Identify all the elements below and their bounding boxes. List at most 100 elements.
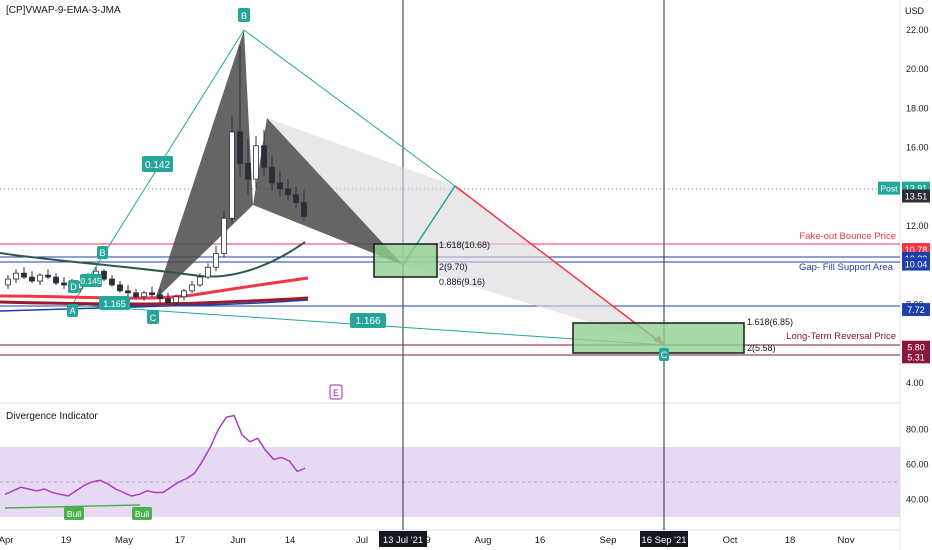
candle (149, 286, 155, 297)
svg-text:C: C (150, 313, 157, 323)
target-box-2 (572, 322, 745, 354)
svg-text:Bull: Bull (135, 509, 149, 519)
point-c-projected[interactable]: C (659, 348, 669, 361)
ticker-label: [CP]VWAP-9-EMA-3-JMA (6, 5, 121, 16)
candle (221, 210, 227, 258)
svg-text:May: May (115, 535, 133, 546)
candle (253, 135, 259, 189)
candle (61, 277, 67, 289)
candle (141, 290, 147, 301)
price-tag-value: 10.04 (905, 260, 928, 270)
svg-text:Jun: Jun (230, 535, 245, 546)
x-tick: May (115, 535, 133, 546)
divergence-title: Divergence Indicator (6, 411, 98, 422)
ratio-1166[interactable]: 1.166 (350, 313, 386, 328)
harmonic-bcd (253, 118, 403, 265)
point-d-left[interactable]: D (68, 280, 79, 293)
price-tag-value: 7.72 (907, 305, 925, 315)
ratio-1165[interactable]: 1.165 (99, 296, 130, 310)
price-tag-value: 13.91 (905, 184, 928, 194)
svg-text:18: 18 (785, 535, 796, 546)
svg-text:17: 17 (175, 535, 186, 546)
y-tick: 12.00 (906, 221, 929, 231)
ratio-0145[interactable]: 0.145 (80, 274, 102, 287)
candle (269, 155, 275, 191)
svg-text:14: 14 (285, 535, 296, 546)
svg-text:B: B (99, 248, 105, 258)
svg-text:Oct: Oct (723, 535, 738, 546)
point-b-small[interactable]: B (97, 246, 108, 259)
svg-text:9: 9 (425, 535, 430, 546)
candle (181, 288, 187, 301)
candle (5, 275, 11, 289)
svg-text:D: D (70, 282, 77, 292)
divergence-line (4, 504, 141, 509)
price-tag-value: 10.78 (905, 245, 928, 255)
svg-text:E: E (333, 388, 339, 398)
point-a[interactable]: A (67, 304, 78, 317)
candle (13, 269, 19, 283)
y-tick: 18.00 (906, 103, 929, 113)
svg-text:Aug: Aug (475, 535, 492, 546)
bull-label-2[interactable]: Bull (132, 507, 152, 520)
candle (21, 267, 27, 280)
x-tick: 14 (285, 535, 296, 546)
point-b[interactable]: B (238, 8, 250, 22)
price-tag: 13.51 (902, 189, 930, 203)
label-1618-6: 1.618(6.85) (747, 317, 793, 327)
candle (29, 271, 35, 283)
currency-label: USD (905, 6, 925, 16)
candle (301, 190, 307, 221)
x-tick: 13 Jul '21 (379, 531, 427, 547)
label-2-970: 2(9.70) (439, 262, 468, 272)
candle (45, 269, 51, 280)
label-0886: 0.886(9.16) (439, 277, 485, 287)
ma-navy (0, 299, 309, 312)
x-tick: 19 (61, 535, 72, 546)
price-tag-text: Post (880, 184, 898, 194)
candle (237, 45, 243, 178)
svg-text:0.142: 0.142 (145, 160, 170, 171)
svg-text:Jul: Jul (356, 535, 368, 546)
point-c[interactable]: C (147, 310, 159, 324)
candle (293, 186, 299, 209)
bull-label-1[interactable]: Bull (64, 507, 84, 520)
time-axis[interactable]: Apr 19 May 17 Jun 14 Jul 13 Jul '21 9 Aug 16 Sep 16 … (0, 531, 855, 547)
svg-text:A: A (69, 306, 75, 316)
svg-text:Bull: Bull (67, 509, 81, 519)
ma-red (0, 276, 309, 300)
candle (245, 137, 251, 195)
candle (53, 273, 59, 285)
price-tag-value: 13.51 (905, 191, 928, 201)
price-tags: 13.91Post13.5110.7810.3310.047.725.805.3… (878, 181, 930, 364)
x-tick: 17 (175, 535, 186, 546)
svg-text:13 Jul '21: 13 Jul '21 (383, 535, 423, 546)
x-tick: Jul (356, 535, 368, 546)
svg-text:Sep: Sep (600, 535, 617, 546)
price-tag-value: 5.31 (907, 352, 925, 362)
projection-arrow-down (454, 185, 665, 346)
event-marker-e[interactable]: E (329, 384, 343, 400)
label-fakeout: Fake-out Bounce Price (799, 231, 896, 242)
candle (277, 171, 283, 197)
price-tag: 5.31 (902, 350, 930, 364)
candle (261, 130, 267, 176)
candle (197, 273, 203, 287)
price-tag: 7.72 (902, 303, 930, 317)
svg-text:16: 16 (535, 535, 546, 546)
oscillator-line (4, 414, 306, 497)
y-tick: 4.00 (906, 378, 924, 388)
ma-dark-green (0, 241, 306, 278)
osc-tick: 80.00 (906, 425, 929, 435)
svg-text:0.145: 0.145 (80, 276, 102, 286)
candle (133, 288, 139, 299)
svg-text:Nov: Nov (838, 535, 855, 546)
y-tick: 20.00 (906, 64, 929, 74)
x-tick: Sep (600, 535, 617, 546)
harmonic-xab (155, 30, 253, 300)
candles (5, 45, 307, 307)
ratio-0142[interactable]: 0.142 (142, 156, 173, 172)
label-2-558: 2(5.58) (747, 343, 776, 353)
